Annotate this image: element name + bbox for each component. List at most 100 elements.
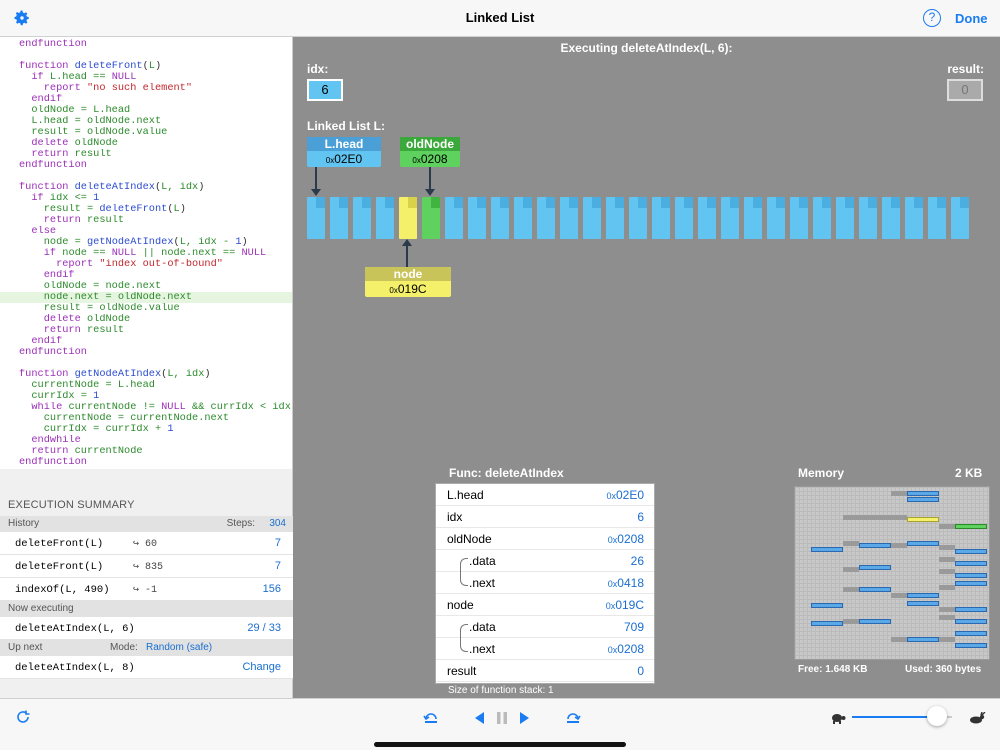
- step-back-icon: [423, 713, 437, 723]
- list-label: Linked List L:: [307, 119, 385, 133]
- var-name: .next: [469, 576, 496, 590]
- mode-value[interactable]: Random (safe): [146, 642, 213, 653]
- lhead-pointer: L.head 0x02E0: [307, 137, 381, 167]
- memory-block: [859, 619, 891, 624]
- pause-button[interactable]: [496, 711, 508, 729]
- list-node: [721, 197, 739, 239]
- history-count: 7: [274, 560, 281, 572]
- list-node: [928, 197, 946, 239]
- code-line: oldNode = node.next: [19, 281, 162, 292]
- pointer-address: 0x019C: [389, 282, 427, 296]
- next-button[interactable]: [519, 711, 529, 729]
- reset-button[interactable]: [15, 709, 31, 730]
- code-line: currIdx = 1: [19, 391, 100, 402]
- speed-slider[interactable]: [852, 706, 952, 726]
- memory-block: [955, 573, 987, 578]
- list-node: [790, 197, 808, 239]
- history-row[interactable]: indexOf(L, 490) ↪ -1 156: [0, 578, 293, 601]
- stack-size-label: Size of function stack: 1: [448, 685, 554, 696]
- step-forward-button[interactable]: [565, 710, 581, 729]
- triangle-left-icon: [475, 712, 484, 724]
- code-line: if L.head == NULL: [19, 72, 137, 83]
- pause-icon: [497, 712, 507, 724]
- code-line: return result: [19, 149, 112, 160]
- code-line: endwhile: [19, 435, 81, 446]
- func-row: .data 709: [436, 616, 654, 638]
- step-forward-icon: [567, 713, 581, 723]
- memory-block: [955, 607, 987, 612]
- code-view[interactable]: endfunction function deleteFront(L) if L.…: [0, 37, 293, 469]
- code-line: result = deleteFront(L): [19, 204, 186, 215]
- memory-block: [811, 621, 843, 626]
- list-node: [951, 197, 969, 239]
- idx-value: 6: [307, 79, 343, 101]
- code-line: delete oldNode: [19, 314, 131, 325]
- memory-block: [955, 549, 987, 554]
- steps-label: Steps:: [226, 518, 255, 529]
- memory-block: [859, 587, 891, 592]
- history-call: indexOf(L, 490): [15, 584, 110, 596]
- code-line: function getNodeAtIndex(L, idx): [19, 369, 211, 380]
- help-icon: ?: [928, 10, 936, 24]
- previous-button[interactable]: [475, 711, 485, 729]
- memory-block: [955, 643, 987, 648]
- execution-summary: EXECUTION SUMMARY History Steps: 304 del…: [0, 469, 293, 698]
- memory-block: [939, 607, 955, 612]
- help-button[interactable]: ?: [923, 9, 941, 27]
- memory-block: [907, 497, 939, 502]
- code-line: node = getNodeAtIndex(L, idx - 1): [19, 237, 248, 248]
- step-back-button[interactable]: [423, 710, 439, 729]
- list-node: [330, 197, 348, 239]
- history-row[interactable]: deleteFront(L) ↪ 835 7: [0, 555, 293, 578]
- memory-block: [859, 565, 891, 570]
- home-indicator: [374, 742, 626, 747]
- now-call: deleteAtIndex(L, 6): [15, 623, 135, 635]
- memory-block: [891, 637, 907, 642]
- code-line: node.next = oldNode.next: [0, 292, 292, 303]
- done-button[interactable]: Done: [955, 11, 988, 26]
- settings-button[interactable]: [13, 9, 33, 29]
- arrow-head: [425, 189, 435, 196]
- executing-label: Executing deleteAtIndex(L, 6):: [560, 41, 733, 55]
- var-value: 0x019C: [605, 598, 644, 612]
- result-value: 0: [947, 79, 983, 101]
- memory-block: [907, 601, 939, 606]
- slow-speed-icon: [830, 711, 846, 729]
- memory-size: 2 KB: [955, 466, 983, 480]
- memory-block: [955, 524, 987, 529]
- code-line: endfunction: [19, 347, 87, 358]
- list-node: [606, 197, 624, 239]
- memory-block: [891, 593, 907, 598]
- list-node: [376, 197, 394, 239]
- memory-block: [859, 515, 907, 520]
- change-button[interactable]: Change: [242, 661, 281, 673]
- speed-slider-knob[interactable]: [927, 706, 947, 726]
- now-executing-row: deleteAtIndex(L, 6) 29 / 33: [0, 617, 293, 640]
- var-value: 26: [630, 554, 644, 568]
- func-row: node 0x019C: [436, 594, 654, 616]
- list-node: [905, 197, 923, 239]
- code-line: [0, 50, 292, 61]
- memory-block: [843, 567, 859, 572]
- func-row: idx 6: [436, 506, 654, 528]
- turtle-icon: [832, 714, 846, 724]
- memory-block: [955, 561, 987, 566]
- up-next-header: Up next Mode: Random (safe): [0, 640, 293, 656]
- function-frame-table: L.head 0x02E0 idx 6 oldNode 0x0208 .data 26 .nex…: [435, 483, 655, 684]
- memory-block: [939, 569, 955, 574]
- navigation-bar: Linked List ? Done: [0, 0, 1000, 37]
- list-node: [859, 197, 877, 239]
- memory-block: [939, 524, 955, 529]
- mode-label: Mode:: [110, 642, 138, 653]
- func-row: .next 0x0208: [436, 638, 654, 660]
- list-node: [652, 197, 670, 239]
- memory-block: [859, 543, 891, 548]
- memory-block: [811, 547, 843, 552]
- history-row[interactable]: deleteFront(L) ↪ 60 7: [0, 532, 293, 555]
- code-line: oldNode = L.head: [19, 105, 131, 116]
- brace-icon: [460, 558, 468, 586]
- var-name: L.head: [447, 488, 484, 502]
- var-value: 0: [637, 664, 644, 678]
- up-next-label: Up next: [8, 642, 43, 653]
- code-line: endfunction: [19, 160, 87, 171]
